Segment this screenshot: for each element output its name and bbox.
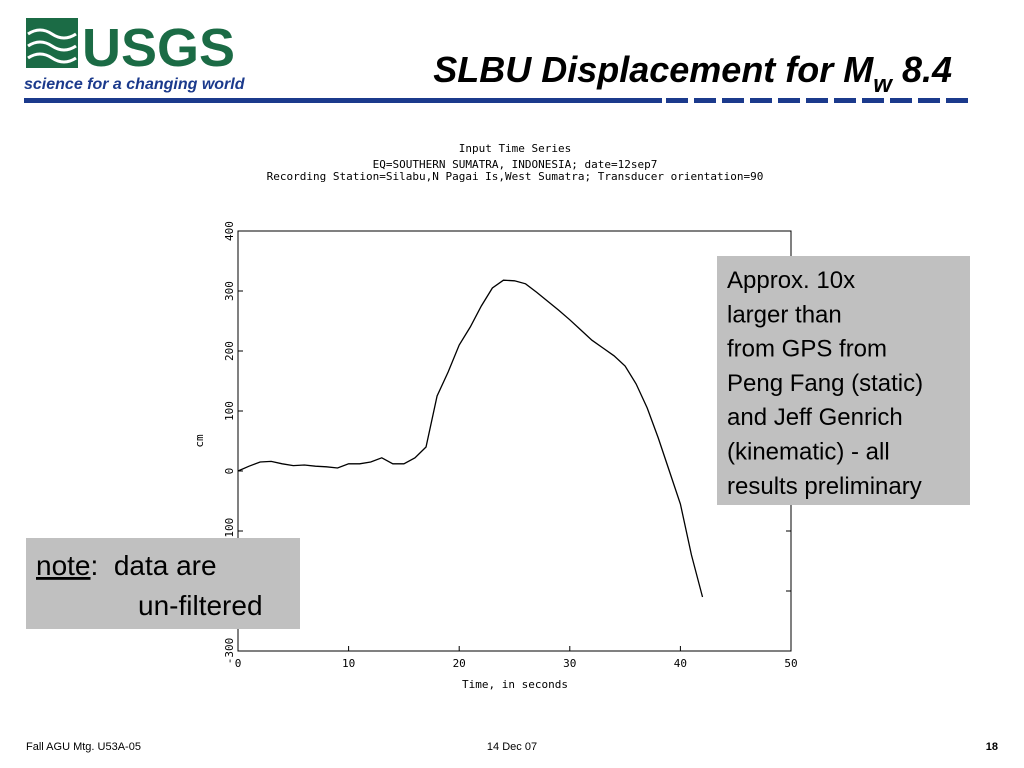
annotation-line: from GPS from [727, 336, 887, 363]
footer-left: Fall AGU Mtg. U53A-05 [26, 741, 141, 753]
annotation-line: Peng Fang (static) [727, 370, 923, 397]
chart-title: Input Time Series [459, 142, 572, 155]
x-tick-label: 40 [674, 657, 687, 670]
annotation-box [717, 256, 970, 505]
note-text: un-filtered [138, 590, 263, 621]
data-line [237, 279, 704, 598]
y-tick-label: 300 [223, 281, 236, 301]
annotation-line: (kinematic) - all [727, 439, 890, 466]
chart-subtitle: Recording Station=Silabu,N Pagai Is,West… [267, 170, 764, 183]
title-end: 8.4 [902, 49, 952, 90]
logo-mark [26, 18, 78, 68]
note-line: note: data are [36, 550, 217, 581]
annotation-line: and Jeff Genrich [727, 404, 903, 431]
x-axis-label: Time, in seconds [462, 678, 568, 691]
x-tick-label: 30 [563, 657, 576, 670]
chart: Input Time Series EQ=SOUTHERN SUMATRA, IN… [193, 142, 798, 691]
annotation: Approx. 10x larger than from GPS from Peng … [727, 267, 923, 500]
logo-text: USGS [82, 18, 235, 78]
x-tick-label: 0 [235, 657, 242, 670]
slide-title: SLBU Displacement for Mw 8.4 [433, 49, 952, 98]
note-label: note [36, 550, 91, 581]
x-tick-label: 20 [453, 657, 466, 670]
y-tick-label: 400 [223, 221, 236, 241]
note-text: : data are [91, 550, 217, 581]
y-tick-label: 200 [223, 341, 236, 361]
title-main: SLBU Displacement for M [433, 49, 874, 90]
x-tick-label: 10 [342, 657, 355, 670]
footer-center: 14 Dec 07 [487, 741, 537, 753]
annotation-line: results preliminary [727, 473, 922, 500]
header-rule [24, 98, 662, 103]
annotation-line: Approx. 10x [727, 267, 855, 294]
title-subscript: w [873, 71, 893, 98]
chart-subtitle: EQ=SOUTHERN SUMATRA, INDONESIA; date=12s… [373, 158, 658, 171]
note-box [26, 538, 300, 629]
x-tick-label: 50 [784, 657, 797, 670]
y-tick-label: 0 [223, 468, 236, 475]
y-tick-label: -100 [223, 518, 236, 545]
y-tick-label: 100 [223, 401, 236, 421]
footer-page: 18 [986, 741, 998, 753]
logo-tagline: science for a changing world [24, 76, 246, 93]
annotation-line: larger than [727, 301, 842, 328]
y-tick-label: -300 [223, 638, 236, 665]
y-axis-label: cm [193, 434, 206, 448]
